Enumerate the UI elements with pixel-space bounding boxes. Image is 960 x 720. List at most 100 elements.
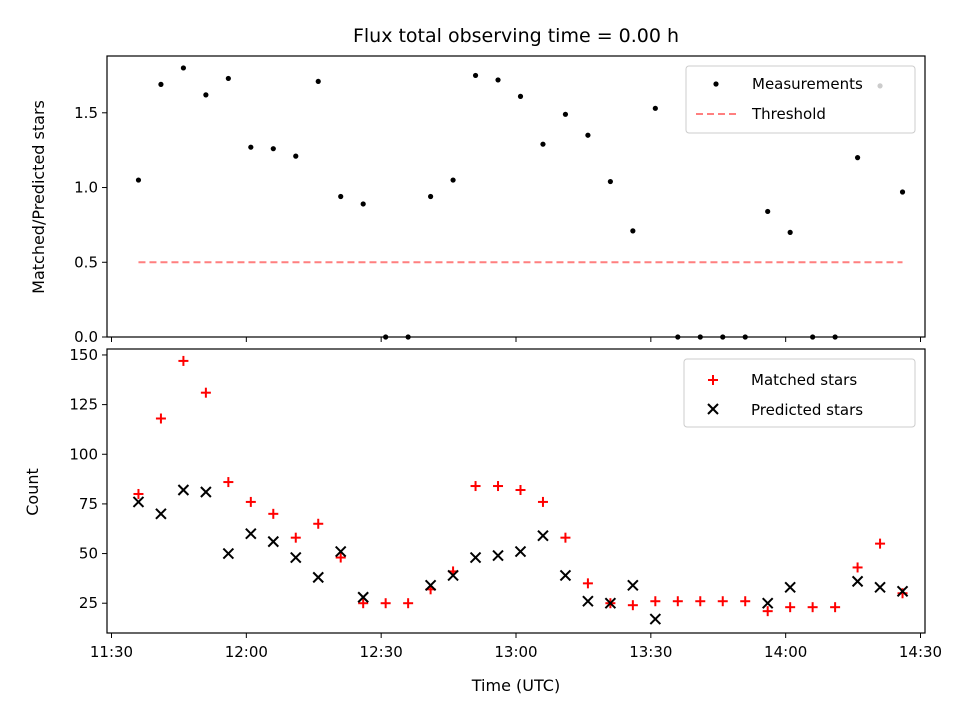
matched-star-point: [178, 355, 189, 366]
bottom-y-axis: 25 50 75 100 125 150: [69, 346, 107, 612]
predicted-star-point: [492, 549, 504, 562]
predicted-star-point: [200, 486, 212, 498]
measurement-point: [652, 105, 658, 111]
measurement-point: [225, 75, 231, 82]
measurement-point: [180, 65, 187, 71]
legend-matched-label: Matched stars: [751, 371, 857, 389]
measurement-point: [675, 334, 681, 340]
measurement-point: [203, 92, 209, 98]
predicted-star-point: [559, 569, 572, 582]
x-tick-label: 13:30: [629, 643, 672, 661]
matched-star-point: [695, 596, 706, 607]
measurement-point: [315, 78, 321, 85]
measurement-point: [158, 81, 164, 87]
matched-star-point: [717, 596, 728, 607]
predicted-star-point: [312, 571, 324, 584]
matched-star-point: [268, 508, 279, 519]
predicted-star-point: [177, 484, 190, 496]
matched-star-point: [470, 481, 481, 492]
measurement-point: [540, 141, 546, 147]
measurement-point: [742, 334, 748, 340]
matched-star-point: [852, 562, 863, 573]
legend-measurements-label: Measurements: [752, 75, 863, 93]
matched-star-point: [290, 532, 301, 543]
predicted-star-point: [761, 597, 774, 609]
legend-predicted-label: Predicted stars: [751, 401, 863, 419]
measurement-point: [472, 72, 479, 79]
predicted-star-point: [447, 569, 459, 582]
measurement-point: [360, 201, 366, 207]
measurement-point: [832, 334, 838, 340]
predicted-star-point: [604, 597, 617, 609]
measurement-point: [697, 334, 703, 340]
matched-star-point: [785, 602, 796, 613]
top-data-marks: [135, 65, 906, 340]
predicted-star-point: [357, 591, 369, 603]
matched-star-point: [830, 602, 841, 613]
predicted-star-point: [784, 581, 796, 594]
predicted-star-point: [582, 595, 594, 607]
predicted-star-point: [537, 529, 549, 542]
measurement-point: [562, 111, 569, 117]
measurement-point: [720, 334, 726, 340]
measurement-point: [495, 77, 501, 83]
x-tick-label: 12:00: [225, 643, 268, 661]
matched-star-point: [582, 578, 593, 589]
bottom-legend: Matched stars Predicted stars: [683, 358, 916, 428]
measurement-point: [338, 193, 344, 200]
bottom-y-tick-label: 125: [69, 396, 98, 414]
predicted-star-point: [245, 527, 257, 540]
bottom-data-marks: [132, 355, 909, 625]
legend-threshold-label: Threshold: [751, 105, 826, 123]
matched-star-point: [515, 485, 526, 496]
matched-star-point: [335, 552, 346, 563]
matched-star-point: [133, 488, 144, 499]
measurement-point: [293, 153, 299, 159]
matched-star-point: [672, 596, 683, 607]
predicted-star-point: [896, 585, 909, 598]
bottom-legend-frame: [683, 358, 916, 428]
bottom-y-tick-label: 100: [69, 445, 98, 463]
matched-star-point: [493, 481, 504, 492]
top-y-axis-label: Matched/Predicted stars: [29, 100, 48, 294]
bottom-x-axis: 11:30 12:00 12:30 13:00 13:30 14:00 14:30: [90, 633, 942, 661]
bottom-y-tick-label: 50: [79, 545, 98, 563]
predicted-star-point: [627, 579, 639, 592]
bottom-y-axis-label: Count: [23, 468, 42, 516]
top-legend: Measurements Threshold: [685, 65, 916, 134]
measurement-point: [899, 189, 906, 195]
matched-star-point: [762, 606, 773, 617]
measurement-point: [607, 178, 613, 185]
matched-star-point: [403, 598, 414, 609]
matched-star-point: [223, 477, 234, 488]
bottom-y-tick-label: 75: [79, 495, 98, 513]
predicted-star-point: [132, 496, 145, 508]
x-tick-label: 13:00: [494, 643, 537, 661]
matched-star-point: [200, 387, 211, 398]
matched-star-point: [245, 496, 256, 507]
measurement-point: [585, 132, 591, 138]
predicted-star-point: [469, 551, 482, 564]
measurement-point: [854, 155, 861, 161]
legend-matched-marker: [708, 375, 718, 385]
x-tick-label: 12:30: [360, 643, 403, 661]
measurement-point: [383, 334, 389, 340]
top-y-tick-label: 0.0: [74, 328, 98, 346]
matched-star-point: [627, 600, 638, 611]
matched-star-point: [358, 598, 369, 609]
measurement-point: [428, 193, 434, 200]
top-y-tick-label: 0.5: [74, 253, 98, 271]
matched-star-point: [560, 532, 571, 543]
x-axis-label: Time (UTC): [471, 676, 560, 695]
x-tick-label: 11:30: [90, 643, 133, 661]
measurement-point: [787, 229, 793, 235]
measurement-point: [517, 93, 524, 99]
x-tick-label: 14:30: [899, 643, 942, 661]
predicted-star-point: [514, 545, 527, 558]
x-tick-label: 14:00: [764, 643, 807, 661]
legend-measurements-marker: [713, 81, 719, 87]
measurement-point: [765, 208, 771, 215]
predicted-star-point: [335, 545, 347, 558]
predicted-star-point: [874, 581, 886, 594]
bottom-y-tick-label: 150: [69, 346, 98, 364]
